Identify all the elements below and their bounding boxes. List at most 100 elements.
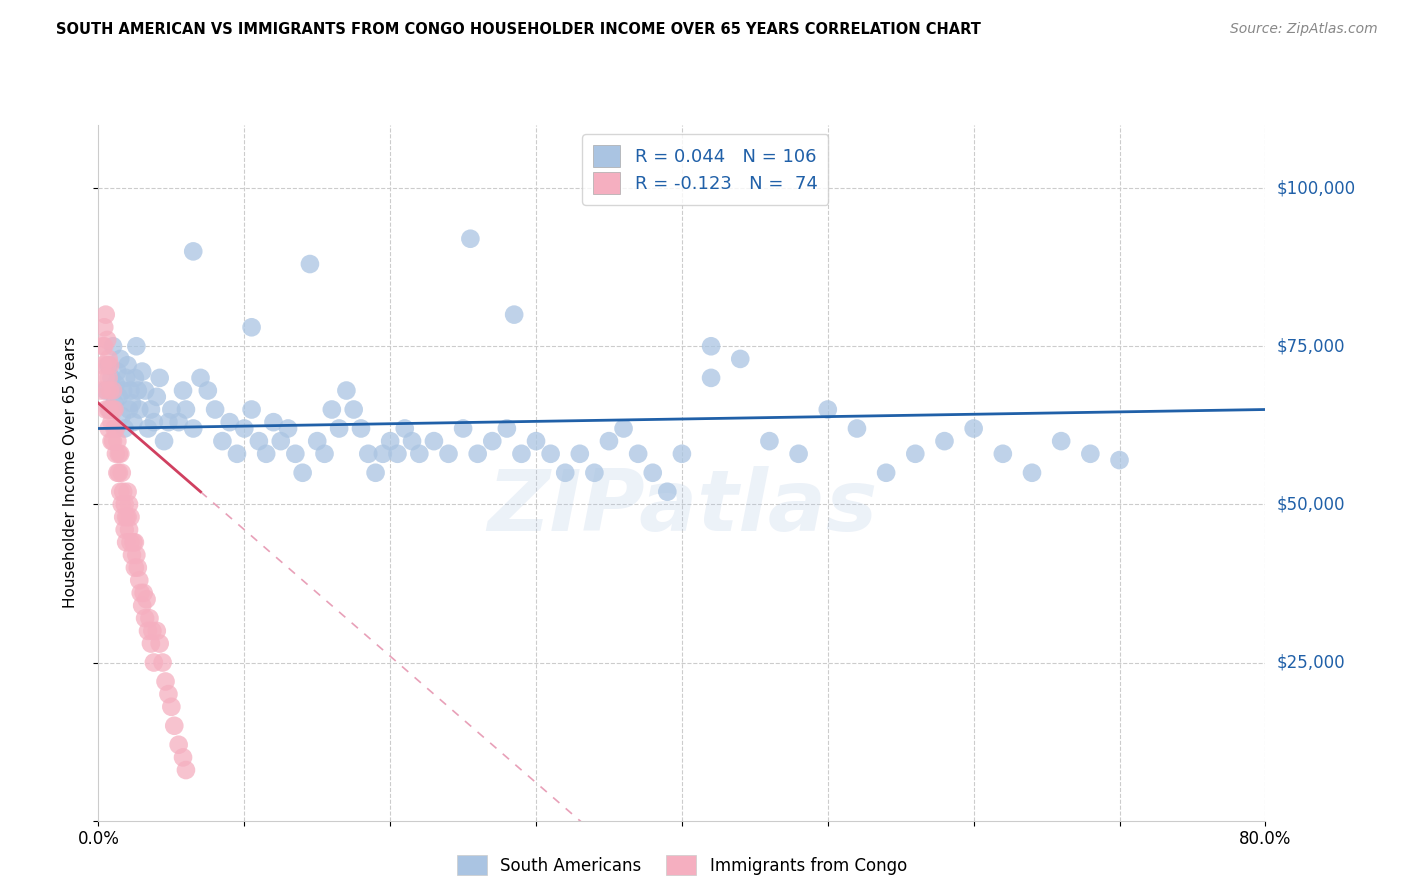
Point bbox=[118, 497, 141, 511]
Point bbox=[160, 402, 183, 417]
Point bbox=[124, 560, 146, 574]
Point bbox=[141, 624, 163, 638]
Point bbox=[495, 421, 517, 435]
Point bbox=[100, 371, 122, 385]
Text: ZIPatlas: ZIPatlas bbox=[486, 466, 877, 549]
Point bbox=[138, 611, 160, 625]
Point bbox=[96, 333, 118, 347]
Point bbox=[97, 421, 120, 435]
Point bbox=[157, 687, 180, 701]
Point bbox=[226, 447, 249, 461]
Point bbox=[298, 257, 321, 271]
Point bbox=[254, 447, 277, 461]
Legend: South Americans, Immigrants from Congo: South Americans, Immigrants from Congo bbox=[450, 848, 914, 882]
Point bbox=[845, 421, 868, 435]
Point bbox=[934, 434, 956, 449]
Point bbox=[103, 396, 125, 410]
Point bbox=[104, 447, 127, 461]
Point bbox=[101, 434, 124, 449]
Point bbox=[120, 384, 142, 398]
Point bbox=[124, 371, 146, 385]
Point bbox=[136, 624, 159, 638]
Point bbox=[335, 384, 357, 398]
Point bbox=[307, 434, 329, 449]
Point bbox=[110, 447, 132, 461]
Point bbox=[524, 434, 547, 449]
Point bbox=[94, 384, 117, 398]
Point bbox=[108, 447, 131, 461]
Point bbox=[97, 351, 120, 366]
Text: $100,000: $100,000 bbox=[1277, 179, 1355, 197]
Point bbox=[1108, 453, 1130, 467]
Point bbox=[131, 365, 153, 379]
Point bbox=[540, 447, 562, 461]
Point bbox=[787, 447, 810, 461]
Point bbox=[91, 358, 114, 372]
Point bbox=[101, 384, 124, 398]
Text: $50,000: $50,000 bbox=[1277, 495, 1346, 514]
Point bbox=[284, 447, 307, 461]
Point bbox=[117, 484, 139, 499]
Point bbox=[110, 484, 132, 499]
Point bbox=[104, 377, 127, 392]
Point bbox=[1050, 434, 1073, 449]
Point bbox=[371, 447, 394, 461]
Point bbox=[174, 763, 197, 777]
Point bbox=[110, 351, 132, 366]
Point bbox=[657, 484, 679, 499]
Point bbox=[197, 384, 219, 398]
Point bbox=[90, 384, 112, 398]
Text: $75,000: $75,000 bbox=[1277, 337, 1346, 355]
Point bbox=[128, 402, 150, 417]
Point bbox=[114, 421, 136, 435]
Point bbox=[627, 447, 650, 461]
Point bbox=[357, 447, 380, 461]
Point bbox=[139, 636, 162, 650]
Point bbox=[112, 484, 135, 499]
Point bbox=[111, 497, 134, 511]
Point bbox=[93, 320, 115, 334]
Point bbox=[93, 339, 115, 353]
Point bbox=[105, 466, 128, 480]
Point bbox=[118, 523, 141, 537]
Point bbox=[100, 434, 122, 449]
Point bbox=[111, 409, 134, 423]
Point bbox=[1080, 447, 1102, 461]
Point bbox=[114, 497, 136, 511]
Point bbox=[671, 447, 693, 461]
Point bbox=[204, 402, 226, 417]
Point bbox=[437, 447, 460, 461]
Point bbox=[125, 339, 148, 353]
Point bbox=[451, 421, 474, 435]
Point bbox=[103, 421, 125, 435]
Point bbox=[131, 599, 153, 613]
Point bbox=[167, 738, 190, 752]
Point bbox=[262, 415, 284, 429]
Point bbox=[108, 466, 131, 480]
Point bbox=[129, 586, 152, 600]
Point bbox=[132, 586, 155, 600]
Point bbox=[991, 447, 1014, 461]
Point bbox=[503, 308, 526, 322]
Point bbox=[124, 535, 146, 549]
Point bbox=[904, 447, 927, 461]
Point bbox=[117, 358, 139, 372]
Point bbox=[152, 656, 174, 670]
Point bbox=[97, 402, 120, 417]
Point bbox=[127, 384, 149, 398]
Point bbox=[105, 434, 128, 449]
Point bbox=[122, 535, 145, 549]
Point bbox=[91, 339, 114, 353]
Point bbox=[181, 244, 204, 259]
Point bbox=[149, 636, 172, 650]
Point bbox=[401, 434, 423, 449]
Point bbox=[94, 308, 117, 322]
Point bbox=[641, 466, 664, 480]
Point bbox=[291, 466, 314, 480]
Point bbox=[408, 447, 430, 461]
Point bbox=[134, 384, 156, 398]
Point bbox=[240, 320, 263, 334]
Point bbox=[157, 415, 180, 429]
Point bbox=[277, 421, 299, 435]
Point bbox=[270, 434, 292, 449]
